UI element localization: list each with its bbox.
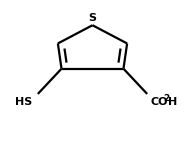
Text: CO: CO [151,97,168,107]
Text: H: H [168,97,177,107]
Text: S: S [88,13,97,23]
Text: HS: HS [15,97,32,107]
Text: 2: 2 [163,94,169,103]
